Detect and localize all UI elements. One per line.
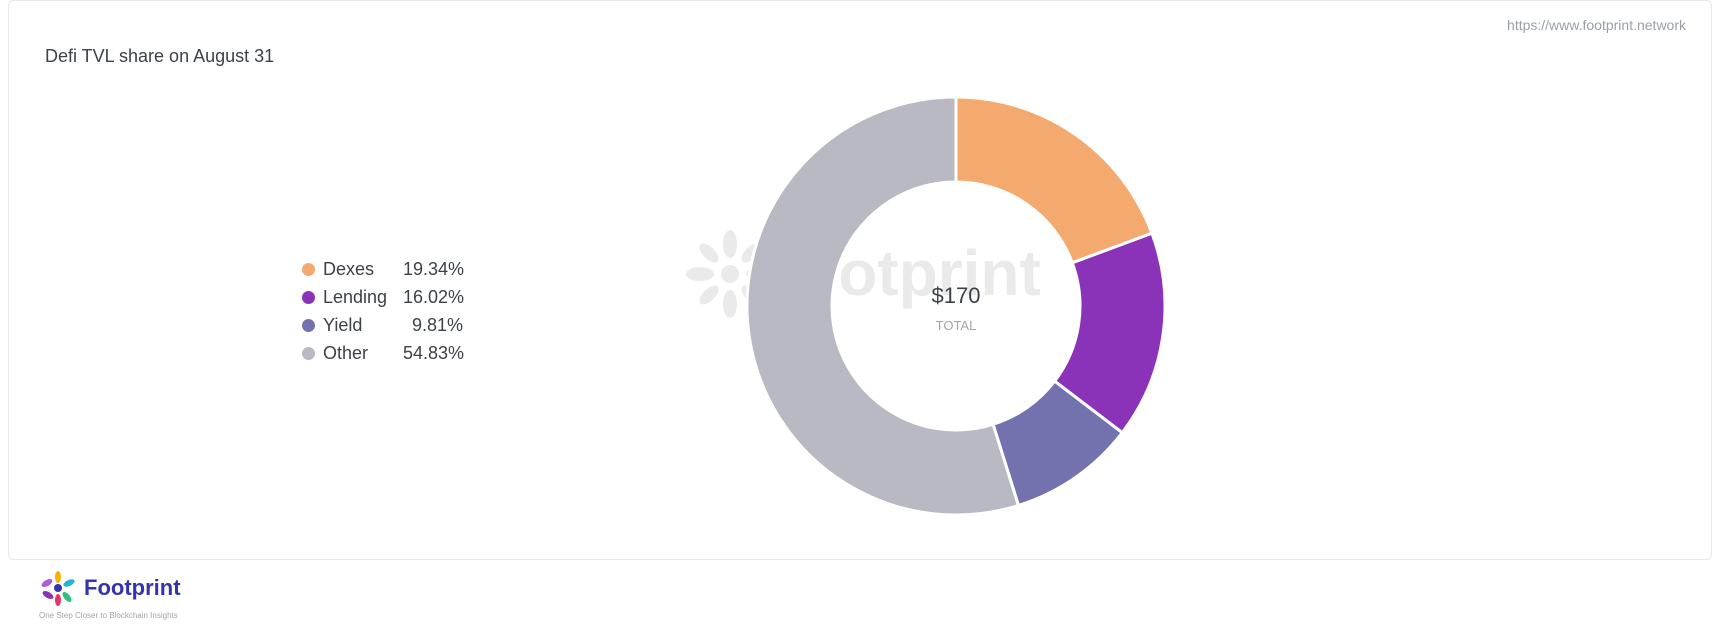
donut-slices — [745, 95, 1167, 517]
legend-item-yield[interactable]: Yield 9.81% — [302, 311, 463, 339]
legend-item-dexes[interactable]: Dexes 19.34% — [302, 255, 465, 283]
footer-logo[interactable]: Footprint — [38, 570, 181, 606]
legend-dot-icon — [302, 346, 315, 360]
legend-item-other[interactable]: Other 54.83% — [302, 339, 465, 367]
legend-value: 9.81% — [411, 314, 463, 335]
legend: Dexes 19.34% Lending 16.02% Yield 9.81% … — [302, 255, 465, 367]
donut-slice-dexes[interactable] — [954, 95, 1154, 265]
footprint-logo-icon — [41, 571, 75, 606]
watermark: Footprint — [686, 230, 1041, 318]
legend-dot-icon — [302, 318, 315, 332]
legend-item-lending[interactable]: Lending 16.02% — [302, 283, 465, 311]
legend-value: 19.34% — [403, 258, 465, 279]
legend-label: Lending — [323, 286, 388, 307]
source-url[interactable]: https://www.footprint.network — [1507, 17, 1686, 33]
footer-brand: Footprint — [84, 575, 181, 600]
legend-value: 16.02% — [403, 286, 465, 307]
footer-tagline: One Step Closer to Blockchain Insights — [39, 611, 178, 620]
center-value: $170 — [932, 283, 981, 308]
legend-dot-icon — [302, 290, 315, 304]
legend-label: Other — [323, 342, 369, 363]
donut-slice-other[interactable] — [745, 95, 1021, 517]
legend-label: Yield — [323, 314, 363, 335]
legend-value: 54.83% — [403, 342, 465, 363]
legend-label: Dexes — [323, 258, 375, 279]
legend-dot-icon — [302, 262, 315, 276]
chart-title: Defi TVL share on August 31 — [45, 46, 275, 66]
center-label: TOTAL — [936, 318, 977, 333]
